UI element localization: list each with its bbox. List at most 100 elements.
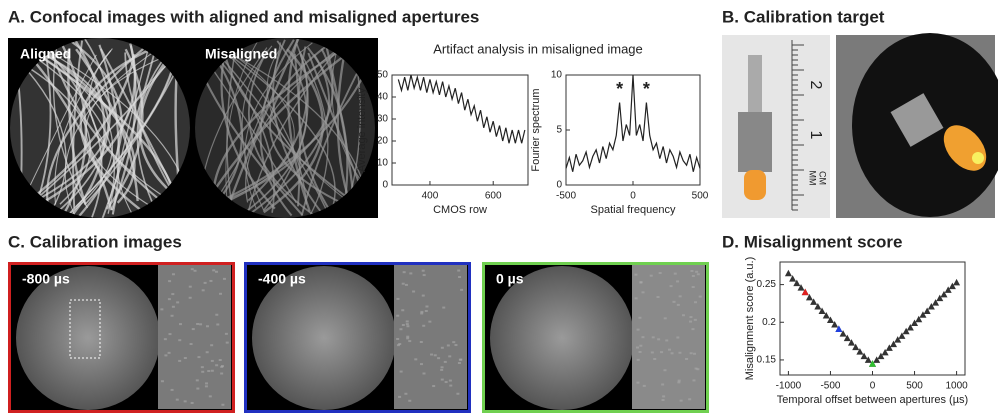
speckle: [636, 382, 639, 384]
ruler-label: CM: [818, 171, 828, 185]
speckle: [422, 295, 425, 297]
speckle: [445, 381, 448, 383]
y-tick-label: 0.15: [757, 355, 777, 366]
speckle: [422, 270, 425, 272]
plot-frame: [392, 75, 528, 185]
x-tick-label: 0: [630, 191, 636, 202]
speckle: [650, 275, 653, 277]
speckle: [635, 297, 638, 299]
speckle: [196, 379, 199, 381]
speckle: [412, 291, 415, 293]
annotation: *: [616, 79, 623, 99]
speckle: [674, 273, 677, 275]
image-label: Misaligned: [205, 46, 277, 62]
speckle: [422, 373, 425, 375]
speckle: [398, 396, 401, 398]
speckle: [657, 338, 660, 340]
image-zoom: [394, 265, 467, 409]
speckle: [689, 316, 692, 318]
speckle: [196, 323, 199, 325]
y-tick-label: 10: [551, 70, 563, 81]
speckle: [172, 273, 175, 275]
panel-title: C. Calibration images: [8, 232, 182, 251]
speckle: [693, 353, 696, 355]
speckle: [414, 358, 417, 360]
speckle: [672, 301, 675, 303]
speckle: [406, 336, 409, 338]
speckle: [184, 400, 187, 402]
speckle: [399, 328, 402, 330]
speckle: [637, 359, 640, 361]
plot-frame: [780, 262, 965, 375]
speckle: [652, 336, 655, 338]
speckle: [677, 381, 680, 383]
speckle: [447, 344, 450, 346]
panel-title: A. Confocal images with aligned and misa…: [8, 7, 479, 26]
speckle: [456, 393, 459, 395]
image-label: -800 µs: [22, 271, 70, 287]
speckle: [201, 366, 204, 368]
speckle: [408, 340, 411, 342]
speckle: [168, 280, 171, 282]
speckle: [404, 393, 407, 395]
speckle: [659, 272, 662, 274]
x-tick-label: 400: [422, 191, 439, 202]
speckle: [164, 354, 167, 356]
y-axis-label: Fourier spectrum: [530, 88, 542, 171]
speckle: [437, 357, 440, 359]
light-spot: [972, 152, 984, 164]
y-tick-label: 0: [382, 180, 388, 191]
speckle: [164, 338, 167, 340]
speckle: [191, 402, 194, 404]
x-tick-label: 1000: [945, 381, 968, 392]
speckle: [639, 345, 642, 347]
connector-nut: [738, 112, 772, 172]
speckle: [685, 358, 688, 360]
panel-title: B. Calibration target: [722, 7, 885, 26]
speckle: [695, 368, 698, 370]
speckle: [695, 271, 698, 273]
speckle: [428, 321, 431, 323]
image-zoom: [158, 265, 231, 409]
speckle: [668, 349, 671, 351]
speckle: [642, 291, 645, 293]
speckle: [422, 325, 425, 327]
ruler-label: 2: [807, 81, 824, 90]
image-disk: [252, 266, 396, 410]
speckle: [441, 379, 444, 381]
speckle: [454, 344, 457, 346]
speckle: [400, 371, 403, 373]
x-tick-label: 0: [870, 381, 876, 392]
speckle: [670, 285, 673, 287]
speckle: [179, 323, 182, 325]
speckle: [171, 315, 174, 317]
speckle: [651, 351, 654, 353]
x-tick-label: -500: [556, 191, 576, 202]
image-label: 0 µs: [496, 271, 524, 287]
speckle: [661, 383, 664, 385]
x-tick-label: 500: [906, 381, 923, 392]
image-disk: [16, 266, 160, 410]
speckle: [168, 333, 171, 335]
speckle: [206, 351, 209, 353]
speckle: [689, 321, 692, 323]
speckle: [676, 337, 679, 339]
speckle: [223, 278, 226, 280]
speckle: [660, 351, 663, 353]
figure: A. Confocal images with aligned and misa…: [0, 0, 998, 415]
speckle: [634, 274, 637, 276]
speckle: [172, 306, 175, 308]
y-tick-label: 10: [377, 158, 389, 169]
speckle: [441, 347, 444, 349]
ruler-label: 1: [807, 131, 824, 140]
speckle: [662, 395, 665, 397]
x-tick-label: -500: [820, 381, 840, 392]
speckle: [160, 308, 163, 310]
speckle: [221, 365, 224, 367]
speckle: [682, 314, 685, 316]
speckle: [209, 395, 212, 397]
speckle: [176, 399, 179, 401]
speckle: [210, 344, 213, 346]
speckle: [202, 289, 205, 291]
speckle: [161, 380, 164, 382]
